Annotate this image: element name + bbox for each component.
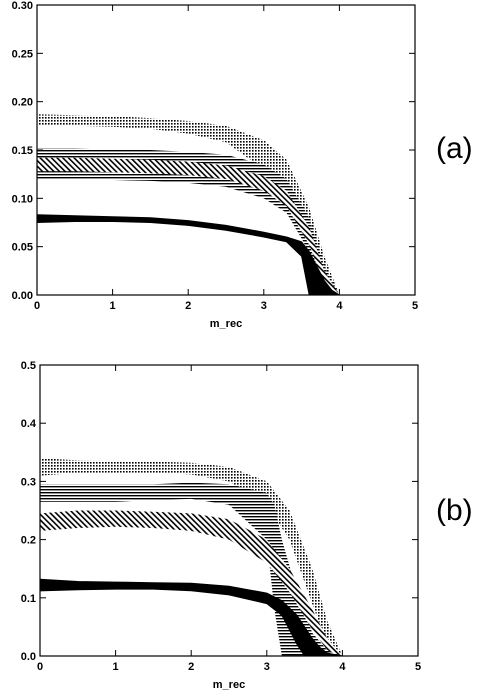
panel-a-y-tick-label: 0.20 (12, 97, 33, 109)
panel-a-y-tick-label: 0.25 (12, 48, 33, 60)
panel-a-y-tick-label: 0.10 (12, 193, 33, 205)
panel-b-x-axis-label: m_rec (213, 679, 245, 691)
panel-a-y-tick-label: 0.00 (12, 290, 33, 302)
panel-a-band-dotted (37, 114, 340, 295)
panel-a: 0 1 2 3 4 5 0.00 0.05 0.10 0.15 0.20 0.25 0.30 m_rec… (12, 0, 473, 330)
panel-b-frame (39, 364, 419, 657)
panel-b-band-horizontal-lines (40, 482, 343, 656)
panel-a-x-axis-label: m_rec (210, 318, 242, 330)
panel-b-x-tick-label: 0 (37, 661, 43, 673)
panel-a-ticks: 0 1 2 3 4 5 0.00 0.05 0.10 0.15 0.20 0.25 0.30 (12, 0, 418, 312)
panel-a-x-tick-label: 2 (185, 300, 191, 312)
panel-a-x-tick-label: 5 (412, 300, 418, 312)
panel-a-y-tick-label: 0.15 (12, 145, 33, 157)
panel-a-series (36, 114, 342, 296)
panel-b-x-tick-label: 5 (415, 661, 421, 673)
panel-b-ticks: 0 1 2 3 4 5 0.0 0.1 0.2 0.3 0.4 0.5 (21, 360, 421, 673)
panel-a-y-tick-label: 0.05 (12, 242, 33, 254)
panel-a-x-tick-label: 0 (34, 300, 40, 312)
panel-b-x-tick-label: 2 (188, 661, 194, 673)
panel-b-x-tick-label: 3 (264, 661, 270, 673)
panel-b-x-tick-label: 4 (339, 661, 346, 673)
panel-a-x-tick-label: 4 (336, 300, 343, 312)
panel-a-x-tick-label: 1 (110, 300, 116, 312)
panel-b-label: (b) (436, 494, 473, 527)
panel-b-band-diagonal-hatch (40, 510, 343, 656)
panel-b-y-tick-label: 0.2 (21, 535, 36, 547)
panel-b-y-tick-label: 0.1 (21, 593, 36, 605)
panel-b-y-tick-label: 0.4 (21, 418, 37, 430)
panel-a-label: (a) (436, 132, 473, 165)
panel-b-y-tick-label: 0.3 (21, 476, 36, 488)
panel-b-x-tick-label: 1 (113, 661, 119, 673)
panel-b-y-tick-label: 0.5 (21, 360, 36, 372)
panel-b-y-tick-label: 0.0 (21, 651, 36, 663)
panel-a-x-tick-label: 3 (261, 300, 267, 312)
panel-a-band-solid (36, 214, 342, 296)
panel-a-y-tick-label: 0.30 (12, 0, 33, 12)
panel-b-series (39, 458, 343, 657)
panel-b: 0 1 2 3 4 5 0.0 0.1 0.2 0.3 0.4 0.5 m_rec (b) (21, 360, 473, 691)
